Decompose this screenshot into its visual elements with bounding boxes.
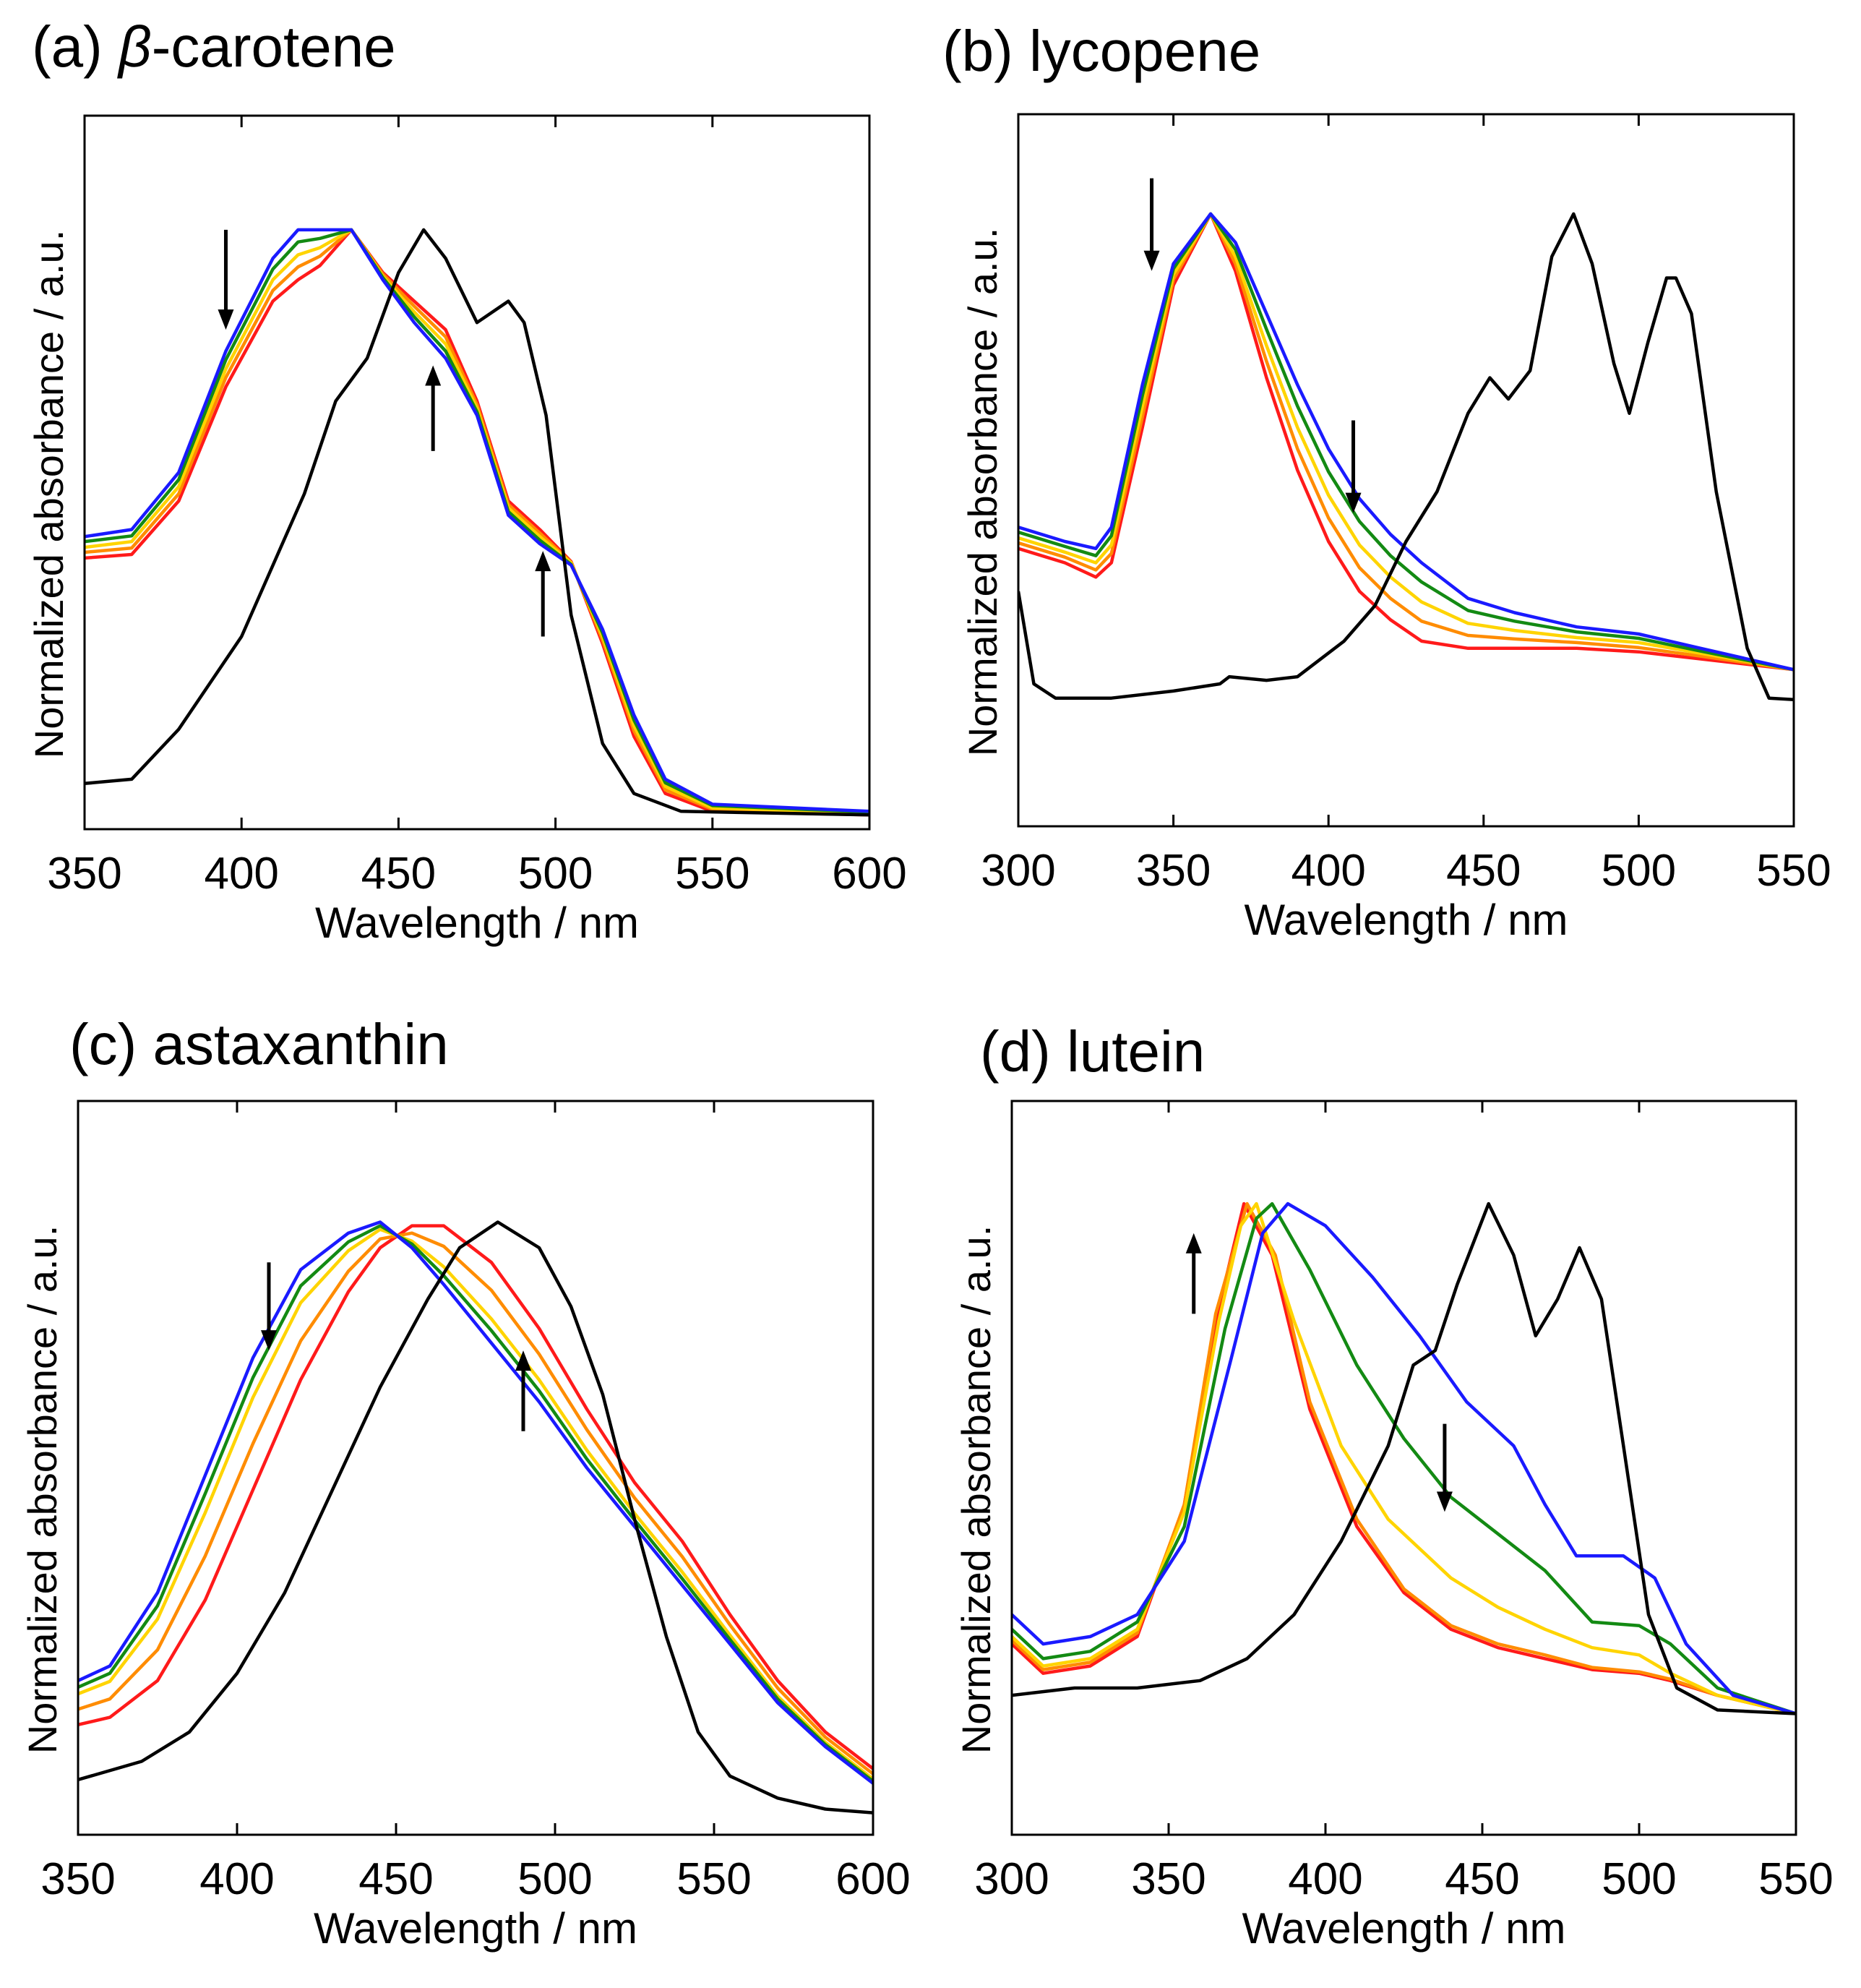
series-black	[1018, 212, 1794, 701]
series-red	[1018, 212, 1794, 672]
x-tick-label: 300	[974, 1854, 1049, 1904]
x-tick-label: 500	[1602, 1854, 1676, 1904]
panel-title: (a) β-carotene	[32, 14, 396, 79]
series-green	[78, 1224, 873, 1783]
series-yellow	[85, 228, 869, 815]
x-tick-label: 450	[1445, 1854, 1519, 1904]
x-axis-label: Wavelength / nm	[1242, 1904, 1566, 1953]
panel-b: (b) lycopene 300 350 400 450 500 550 Wavelength…	[942, 19, 1831, 944]
plot-frame	[1010, 1100, 1797, 1836]
x-tick-label: 400	[199, 1854, 274, 1904]
x-tick-label: 600	[832, 849, 906, 899]
arrow-head-icon	[1345, 492, 1362, 513]
x-tick-label: 450	[358, 1854, 433, 1904]
arrow-head-icon	[515, 1350, 531, 1371]
x-tick-label: 500	[1602, 846, 1676, 896]
series-yellow	[1012, 1201, 1796, 1715]
x-tick-label: 550	[675, 849, 749, 899]
plot-frame	[1017, 113, 1795, 828]
x-axis-label: Wavelength / nm	[314, 1904, 637, 1953]
series-yellow	[1018, 212, 1794, 672]
series-orange	[1018, 212, 1794, 672]
title-rest: -carotene	[152, 14, 396, 79]
series-black	[78, 1220, 873, 1815]
x-tick-label: 450	[1446, 846, 1521, 896]
series-green	[1018, 212, 1794, 672]
x-tick-label: 450	[361, 849, 436, 899]
y-axis-label: Normalized absorbance / a.u.	[953, 1225, 999, 1755]
title-prefix: (a)	[32, 14, 119, 79]
x-tick-label: 550	[676, 1854, 751, 1904]
panel-title: (b) lycopene	[942, 19, 1260, 83]
series-green	[1012, 1201, 1796, 1715]
x-axis-label: Wavelength / nm	[315, 899, 639, 947]
x-tick-label: 400	[1291, 846, 1365, 896]
series-green	[85, 228, 869, 814]
title-prefix: (d) lutein	[980, 1019, 1205, 1084]
x-tick-label: 350	[47, 849, 121, 899]
arrow-head-icon	[261, 1330, 277, 1351]
x-tick-label: 550	[1758, 1854, 1833, 1904]
series-orange	[1012, 1201, 1796, 1715]
plot-frame	[83, 114, 871, 831]
x-tick-label: 400	[1288, 1854, 1362, 1904]
y-axis-label: Normalized absorbance / a.u.	[26, 230, 72, 759]
x-tick-label: 350	[1136, 846, 1211, 896]
x-tick-label: 500	[518, 849, 593, 899]
series-orange	[78, 1231, 873, 1775]
series-blue	[1018, 212, 1794, 672]
panel-title: (c) astaxanthin	[69, 1012, 449, 1076]
arrow-head-icon	[1436, 1491, 1453, 1512]
x-tick-label: 350	[40, 1854, 115, 1904]
x-tick-label: 350	[1131, 1854, 1205, 1904]
arrow-head-icon	[218, 309, 234, 330]
y-axis-label: Normalized absorbance / a.u.	[960, 228, 1005, 757]
series-black	[1012, 1201, 1796, 1715]
plot-frame	[77, 1100, 874, 1836]
series-blue	[85, 228, 869, 813]
series-yellow	[78, 1227, 873, 1781]
series-blue	[1012, 1201, 1796, 1715]
arrow-head-icon	[1143, 250, 1160, 271]
arrow-head-icon	[535, 551, 551, 572]
panel-d: (d) lutein 300 350 400 450 500 550 Wavelength /…	[953, 1019, 1834, 1953]
series-blue	[78, 1220, 873, 1785]
x-axis-label: Wavelength / nm	[1245, 896, 1568, 944]
x-tick-label: 500	[517, 1854, 592, 1904]
panel-c: (c) astaxanthin 350 400 450 500 550 600 Wavelen…	[20, 1012, 911, 1953]
panel-a: (a) β-carotene 350 400 450 500 550 600 Waveleng…	[26, 14, 907, 947]
x-tick-label: 600	[835, 1854, 910, 1904]
x-tick-label: 550	[1756, 846, 1831, 896]
series-orange	[85, 228, 869, 816]
y-axis-label: Normalized absorbance / a.u.	[20, 1225, 65, 1755]
series-black	[85, 228, 869, 817]
x-tick-label: 300	[981, 846, 1055, 896]
x-tick-label: 400	[204, 849, 278, 899]
panel-title: (d) lutein	[980, 1019, 1205, 1084]
arrow-head-icon	[425, 365, 442, 386]
title-italic: β	[117, 14, 152, 79]
series-red	[85, 228, 869, 817]
arrow-head-icon	[1185, 1233, 1202, 1254]
title-prefix: (c) astaxanthin	[69, 1012, 449, 1076]
series-red	[78, 1224, 873, 1770]
title-prefix: (b) lycopene	[942, 19, 1260, 83]
